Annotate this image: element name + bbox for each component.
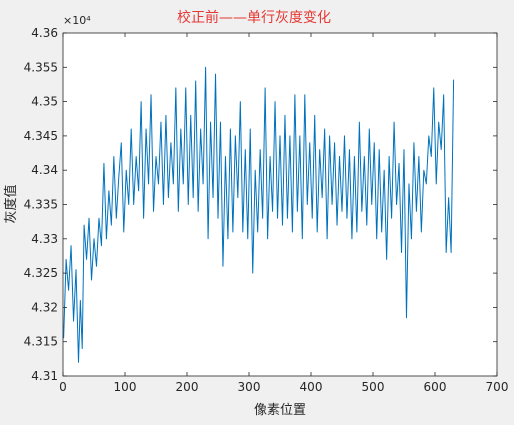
y-tick-label: 4.355 xyxy=(24,60,58,74)
x-tick-label: 0 xyxy=(59,380,67,394)
y-tick-label: 4.315 xyxy=(24,335,58,349)
series-layer xyxy=(63,66,455,363)
x-tick-label: 600 xyxy=(424,380,447,394)
y-tick-label: 4.345 xyxy=(24,129,58,143)
x-tick-label: 400 xyxy=(300,380,323,394)
x-tick-label: 500 xyxy=(362,380,385,394)
y-tick-label: 4.325 xyxy=(24,266,58,280)
chart-title: 校正前——单行灰度变化 xyxy=(177,9,331,26)
y-tick-label: 4.33 xyxy=(31,232,58,246)
y-tick-label: 4.36 xyxy=(31,26,58,40)
y-tick-label: 4.34 xyxy=(31,163,58,177)
x-axis-label: 像素位置 xyxy=(254,403,306,418)
y-axis-label: 灰度值 xyxy=(3,184,19,223)
x-tick-label: 700 xyxy=(486,380,509,394)
x-tick-label: 300 xyxy=(238,380,261,394)
y-tick-label: 4.35 xyxy=(31,95,58,109)
plot-area xyxy=(63,33,497,376)
y-exponent-label: ×10⁴ xyxy=(63,14,91,27)
y-tick-label: 4.31 xyxy=(31,369,58,383)
series-line xyxy=(63,66,455,363)
y-tick-label: 4.335 xyxy=(24,198,58,212)
x-axis: 0 100 200 300 400 500 600 700 xyxy=(59,33,508,394)
x-tick-label: 100 xyxy=(114,380,137,394)
y-tick-label: 4.32 xyxy=(31,300,58,314)
x-tick-label: 200 xyxy=(176,380,199,394)
y-axis: 4.31 4.315 4.32 4.325 4.33 4.335 4.34 4.345 4.35… xyxy=(24,26,497,383)
